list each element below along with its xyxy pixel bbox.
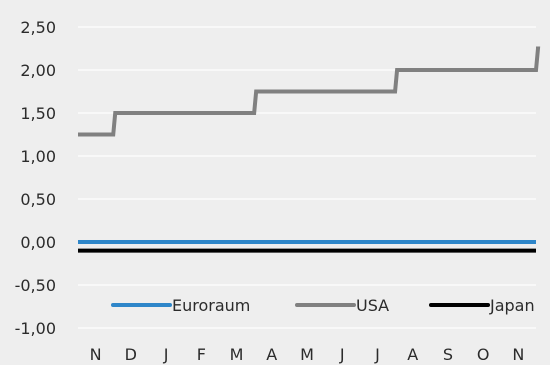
legend-label-euroraum: Euroraum xyxy=(172,296,250,315)
x-tick-label: M xyxy=(230,345,244,364)
y-tick-label: -0,50 xyxy=(15,276,56,295)
x-tick-label: O xyxy=(477,345,490,364)
legend: Euroraum USA Japan xyxy=(111,296,535,315)
x-tick-label: J xyxy=(163,345,169,364)
x-tick-label: S xyxy=(443,345,453,364)
x-tick-label: N xyxy=(512,345,524,364)
y-tick-label: 0,50 xyxy=(20,190,56,209)
y-tick-label: 1,00 xyxy=(20,147,56,166)
x-tick-label: N xyxy=(90,345,102,364)
legend-label-usa: USA xyxy=(356,296,389,315)
x-tick-label: J xyxy=(374,345,380,364)
x-tick-label: D xyxy=(125,345,137,364)
x-tick-label: F xyxy=(197,345,206,364)
x-tick-label: J xyxy=(339,345,345,364)
x-tick-label: A xyxy=(266,345,277,364)
y-tick-label: -1,00 xyxy=(15,319,56,338)
series-lines xyxy=(78,46,541,253)
y-axis-tick-labels: 2,50 2,00 1,50 1,00 0,50 0,00 -0,50 -1,00 xyxy=(15,18,56,338)
y-tick-label: 0,00 xyxy=(20,233,56,252)
x-tick-label: A xyxy=(407,345,418,364)
legend-label-japan: Japan xyxy=(489,296,535,315)
y-tick-label: 1,50 xyxy=(20,104,56,123)
series-line-usa xyxy=(78,46,541,137)
x-tick-label: M xyxy=(300,345,314,364)
y-tick-label: 2,00 xyxy=(20,61,56,80)
y-tick-label: 2,50 xyxy=(20,18,56,37)
